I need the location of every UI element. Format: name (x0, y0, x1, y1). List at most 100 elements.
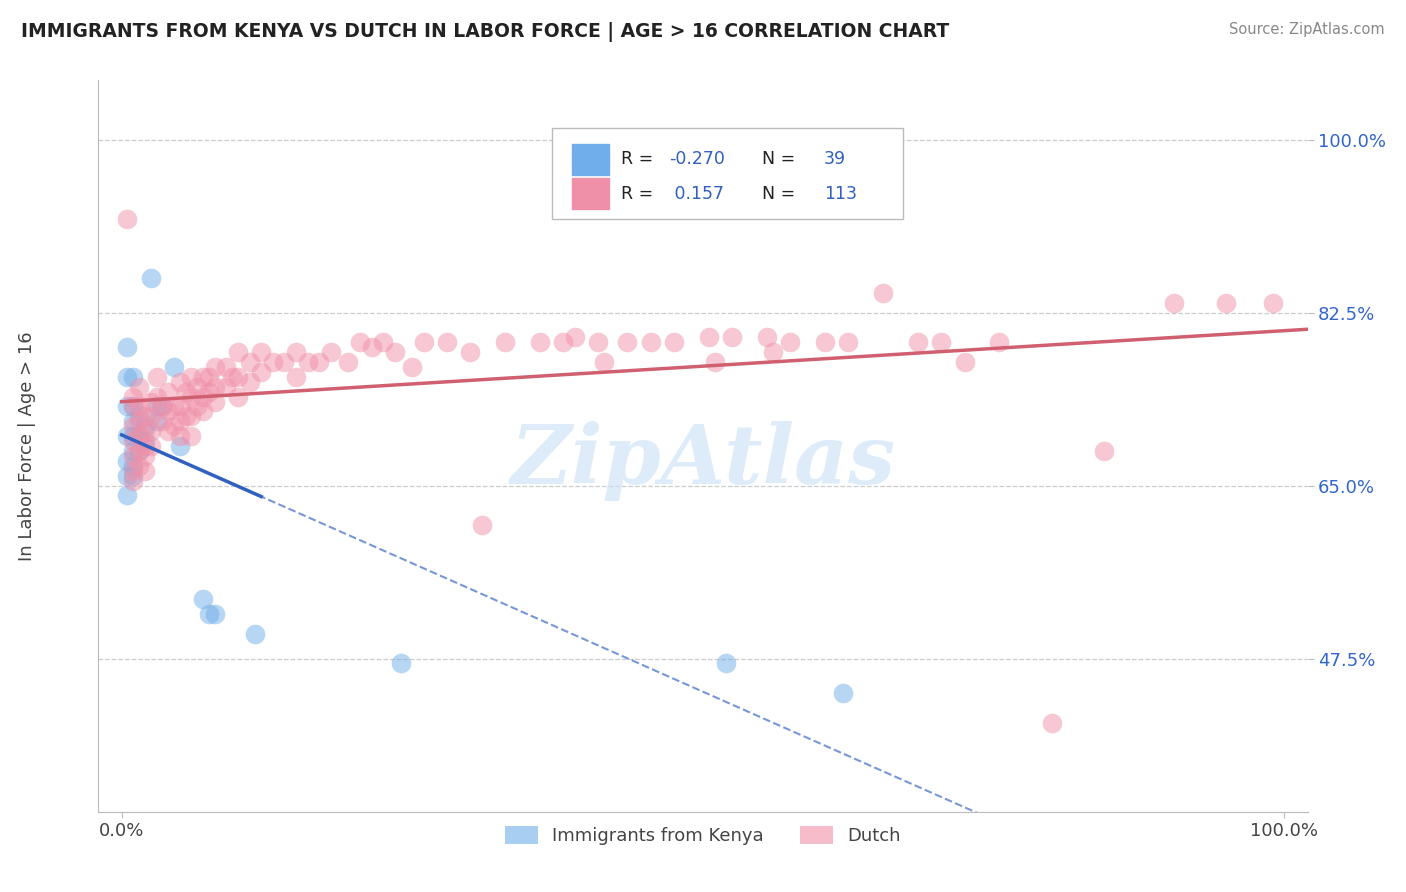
Point (436, 335, 458, 350)
Point (117, 488, 139, 502)
Point (564, 330, 586, 344)
Point (139, 439, 162, 453)
Text: 0.157: 0.157 (669, 185, 724, 202)
Bar (572, 178, 609, 209)
Point (122, 449, 145, 463)
Point (134, 434, 156, 448)
Point (471, 518, 494, 533)
Point (1092, 444, 1115, 458)
Point (117, 211, 139, 226)
Point (319, 345, 342, 359)
Point (186, 400, 208, 414)
Point (245, 627, 267, 641)
Point (122, 468, 145, 483)
Point (139, 424, 162, 438)
Point (762, 345, 785, 359)
Text: -0.270: -0.270 (669, 150, 725, 169)
Point (180, 369, 202, 384)
Point (122, 369, 145, 384)
Point (1163, 295, 1185, 310)
Point (191, 369, 214, 384)
Point (157, 424, 180, 438)
Text: R =: R = (621, 185, 658, 202)
Point (117, 340, 139, 354)
Point (360, 340, 382, 354)
Point (814, 335, 837, 350)
Point (122, 400, 145, 414)
Text: 113: 113 (824, 185, 856, 202)
Point (931, 335, 953, 350)
Point (250, 345, 273, 359)
Point (117, 429, 139, 443)
Point (204, 394, 226, 409)
Point (163, 419, 186, 434)
Point (703, 355, 725, 369)
Point (872, 285, 894, 300)
Point (122, 458, 145, 473)
Point (169, 375, 191, 389)
Point (1261, 295, 1284, 310)
Point (150, 400, 173, 414)
Point (413, 335, 436, 350)
Point (128, 444, 150, 458)
Legend: Immigrants from Kenya, Dutch: Immigrants from Kenya, Dutch (496, 816, 910, 854)
Point (226, 390, 249, 404)
Point (755, 330, 778, 344)
Point (163, 359, 186, 374)
Point (191, 404, 214, 418)
Point (128, 380, 150, 394)
Point (1040, 715, 1063, 730)
Point (122, 400, 145, 414)
Point (122, 419, 145, 434)
Text: R =: R = (621, 150, 658, 169)
Point (134, 464, 156, 478)
Point (169, 414, 191, 428)
Point (373, 335, 395, 350)
Point (616, 335, 638, 350)
Point (198, 607, 221, 621)
Text: ZipAtlas: ZipAtlas (510, 421, 896, 500)
Point (953, 355, 976, 369)
Point (494, 335, 516, 350)
Point (460, 345, 482, 359)
Point (349, 335, 371, 350)
Point (384, 345, 406, 359)
Point (128, 400, 150, 414)
Point (145, 390, 167, 404)
Point (169, 429, 191, 443)
Point (186, 380, 208, 394)
Point (588, 335, 610, 350)
Point (128, 444, 150, 458)
Point (779, 335, 801, 350)
Y-axis label: In Labor Force | Age > 16: In Labor Force | Age > 16 (18, 331, 37, 561)
Point (174, 384, 197, 399)
Point (180, 390, 202, 404)
Point (145, 369, 167, 384)
Point (150, 400, 173, 414)
Point (163, 400, 186, 414)
Point (204, 359, 226, 374)
Text: N =: N = (751, 150, 801, 169)
Point (226, 369, 249, 384)
Point (122, 444, 145, 458)
Point (721, 330, 744, 344)
Point (117, 369, 139, 384)
Point (389, 657, 412, 671)
FancyBboxPatch shape (551, 128, 903, 219)
Bar (572, 144, 609, 175)
Point (180, 409, 202, 424)
Point (640, 335, 662, 350)
Point (1215, 295, 1237, 310)
Point (134, 439, 156, 453)
Point (169, 439, 191, 453)
Point (285, 345, 308, 359)
Point (117, 454, 139, 468)
Point (662, 335, 685, 350)
Point (169, 400, 191, 414)
Point (134, 409, 156, 424)
Point (204, 607, 226, 621)
Point (139, 394, 162, 409)
Point (553, 335, 575, 350)
Point (262, 355, 284, 369)
Point (198, 384, 221, 399)
